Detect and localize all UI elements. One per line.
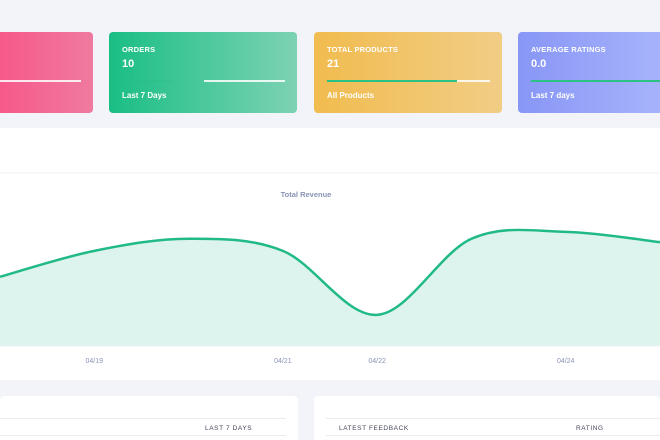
column-header: RATING	[576, 425, 604, 432]
column-header: LAST 7 DAYS	[205, 425, 253, 432]
stat-card-value: 0.0	[531, 58, 547, 70]
x-tick-label: 04/21	[274, 358, 292, 365]
stat-progress-fill	[122, 80, 172, 82]
feedback-panel: LATEST FEEDBACK RATING	[314, 396, 660, 440]
stat-card-title: TOTAL PRODUCTS	[327, 45, 399, 54]
stat-card-products: TOTAL PRODUCTS 21 All Products	[314, 32, 502, 113]
recent-orders-panel: LAST 7 DAYS	[0, 396, 298, 440]
stat-card-revenue	[0, 32, 93, 113]
x-tick-label: 04/24	[557, 358, 575, 365]
series-line	[0, 228, 660, 317]
revenue-chart: Total Revenue 04/19 04/21 04/22 04/24	[0, 172, 660, 365]
stat-progress-bar	[0, 80, 81, 82]
revenue-chart-panel: Total Revenue 04/19 04/21 04/22 04/24	[0, 128, 660, 380]
stat-card-value: 10	[122, 58, 135, 70]
chart-title: Total Revenue	[281, 190, 332, 199]
stat-card-ratings: AVERAGE RATINGS 0.0 Last 7 days	[518, 32, 660, 113]
stat-progress-fill	[531, 80, 660, 82]
stat-progress-fill	[327, 80, 457, 82]
table-header: LATEST FEEDBACK RATING	[326, 418, 660, 436]
stat-progress-bar	[204, 80, 285, 82]
column-header: LATEST FEEDBACK	[339, 425, 409, 432]
stat-card-value: 21	[327, 58, 340, 70]
x-tick-label: 04/19	[86, 358, 104, 365]
stat-card-orders: ORDERS 10 Last 7 Days	[109, 32, 297, 113]
stat-card-title: ORDERS	[122, 45, 156, 54]
table-header: LAST 7 DAYS	[0, 418, 286, 436]
stat-card-footer: Last 7 days	[531, 91, 575, 100]
x-tick-label: 04/22	[368, 358, 386, 365]
stat-card-footer: All Products	[327, 91, 375, 100]
stat-card-footer: Last 7 Days	[122, 91, 167, 100]
stat-card-title: AVERAGE RATINGS	[531, 45, 606, 54]
series-area	[0, 229, 660, 346]
